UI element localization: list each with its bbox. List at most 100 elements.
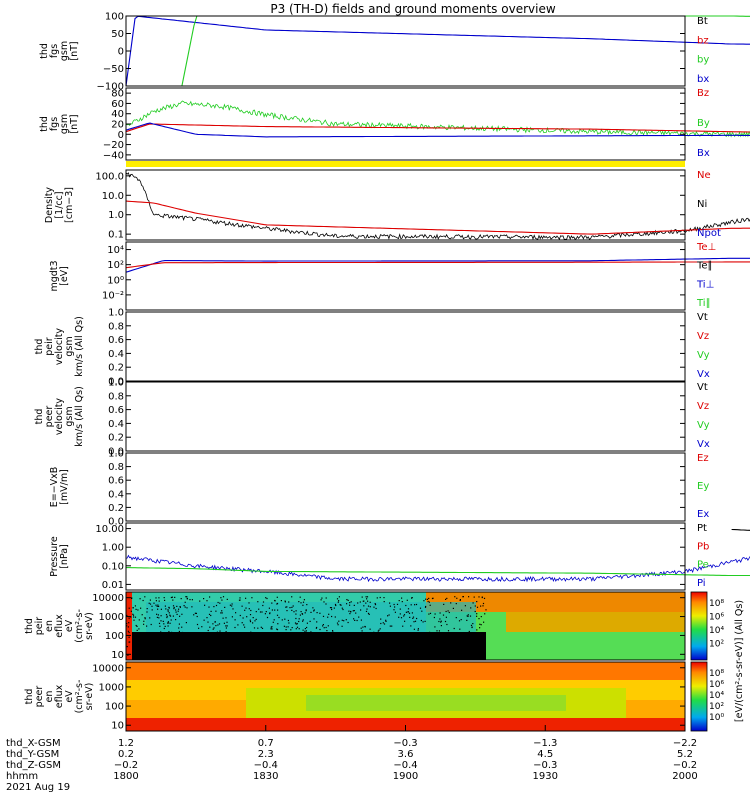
ion-spectrum-speckle xyxy=(291,609,293,611)
ion-spectrum-speckle xyxy=(382,648,384,650)
ion-spectrum-speckle xyxy=(158,600,160,602)
ion-spectrum-speckle xyxy=(446,636,448,638)
ion-spectrum-speckle xyxy=(185,596,187,598)
ion-spectrum-speckle xyxy=(226,598,228,600)
ion-spectrum-speckle xyxy=(153,648,155,651)
ion-spectrum-speckle xyxy=(156,605,158,607)
ion-spectrum-speckle xyxy=(156,644,158,646)
ion-spectrum-speckle xyxy=(348,610,350,612)
ion-spectrum-speckle xyxy=(226,621,228,623)
ion-spectrum-speckle xyxy=(153,602,155,604)
x-tick-label: 4.5 xyxy=(537,749,553,760)
colorbar-1 xyxy=(690,591,708,661)
ion-spectrum-speckle xyxy=(219,647,221,649)
ion-spectrum-speckle xyxy=(261,611,263,613)
ion-spectrum-speckle xyxy=(472,632,474,634)
ion-spectrum-speckle xyxy=(363,605,365,607)
ion-spectrum-speckle xyxy=(138,628,140,630)
x-tick-label: −0.4 xyxy=(254,760,278,771)
ion-spectrum-speckle xyxy=(478,634,480,636)
y-tick-label: 0.8 xyxy=(108,321,124,332)
legend-ti: Ti∥ xyxy=(696,298,711,309)
ion-spectrum-speckle xyxy=(128,641,130,643)
ion-spectrum-speckle xyxy=(270,632,272,634)
ion-spectrum-speckle xyxy=(372,640,375,642)
y-tick-label: 1000 xyxy=(99,612,124,623)
ion-spectrum-speckle xyxy=(237,642,239,644)
legend-vz: Vz xyxy=(697,331,709,342)
ion-spectrum-speckle xyxy=(369,628,371,630)
ion-spectrum-speckle xyxy=(308,641,310,643)
ion-spectrum-speckle xyxy=(332,630,334,632)
ion-spectrum-speckle xyxy=(476,601,478,603)
series-pressure-pi xyxy=(125,554,750,583)
ion-spectrum-speckle xyxy=(459,647,461,649)
ion-spectrum-speckle xyxy=(170,596,172,599)
ion-spectrum-speckle xyxy=(247,651,249,653)
ion-spectrum-speckle xyxy=(239,614,241,617)
ion-spectrum-speckle xyxy=(281,636,283,638)
ion-spectrum-speckle xyxy=(485,609,487,611)
ion-spectrum-speckle xyxy=(223,653,226,655)
ion-spectrum-speckle xyxy=(219,650,221,652)
ion-spectrum-speckle xyxy=(149,603,152,605)
ion-spectrum-speckle xyxy=(397,651,399,653)
ion-spectrum-speckle xyxy=(389,602,391,604)
ion-spectrum-speckle xyxy=(462,653,464,655)
ion-spectrum-speckle xyxy=(365,651,367,653)
ion-spectrum-speckle xyxy=(133,616,135,618)
ion-spectrum-speckle xyxy=(456,597,458,599)
ion-spectrum-speckle xyxy=(168,631,170,633)
ion-spectrum-speckle xyxy=(210,614,212,617)
series-temp-te xyxy=(125,261,750,269)
ion-spectrum-speckle xyxy=(397,655,399,657)
ion-spectrum-speckle xyxy=(249,621,252,623)
x-row-label: thd_X-GSM xyxy=(6,738,61,749)
ion-spectrum-speckle xyxy=(316,652,318,654)
ion-spectrum-speckle xyxy=(412,637,414,639)
ion-spectrum-speckle xyxy=(193,653,195,655)
ion-spectrum-speckle xyxy=(299,596,301,598)
ion-spectrum-speckle xyxy=(351,655,353,657)
colorbar-tick-label: 10⁸ xyxy=(709,669,724,679)
ion-spectrum-speckle xyxy=(287,619,289,622)
ion-spectrum-speckle xyxy=(128,631,130,634)
ion-spectrum-speckle xyxy=(137,609,139,611)
ion-spectrum-speckle xyxy=(158,617,160,619)
y-axis-label: peir xyxy=(44,337,55,356)
ion-spectrum-speckle xyxy=(468,641,470,643)
legend-pt: Pt xyxy=(697,523,707,534)
ion-spectrum-speckle xyxy=(455,603,457,605)
ion-spectrum-speckle xyxy=(244,609,246,611)
ion-spectrum-speckle xyxy=(213,635,215,637)
ion-spectrum-speckle xyxy=(302,629,304,631)
ion-spectrum-speckle xyxy=(249,614,252,616)
ion-spectrum-speckle xyxy=(414,604,416,606)
ion-spectrum-speckle xyxy=(264,637,267,639)
ion-spectrum-speckle xyxy=(441,643,443,645)
ion-spectrum-speckle xyxy=(193,647,195,649)
ion-spectrum-speckle xyxy=(248,608,250,610)
ion-spectrum-speckle xyxy=(369,651,371,653)
ion-spectrum-speckle xyxy=(214,621,216,623)
y-tick-label: 100 xyxy=(105,631,124,642)
panel-frame-bfull xyxy=(125,87,686,161)
ion-spectrum-speckle xyxy=(344,635,346,637)
ion-spectrum-speckle xyxy=(415,638,417,640)
ion-spectrum-speckle xyxy=(381,651,383,653)
ion-spectrum-speckle xyxy=(181,642,183,644)
ion-spectrum-speckle xyxy=(385,620,387,622)
ion-spectrum-speckle xyxy=(219,602,221,604)
ion-spectrum-speckle xyxy=(156,613,158,615)
ion-spectrum-speckle xyxy=(248,602,250,604)
ion-spectrum-speckle xyxy=(257,627,259,629)
ion-spectrum-speckle xyxy=(382,622,384,624)
ion-spectrum-speckle xyxy=(443,632,445,634)
series-bsm-by xyxy=(181,15,750,87)
ion-spectrum-speckle xyxy=(312,607,314,609)
y-tick-label: 0.0 xyxy=(108,377,124,388)
ion-spectrum-speckle xyxy=(241,605,243,607)
ion-spectrum-speckle xyxy=(250,654,253,656)
ion-spectrum-speckle xyxy=(327,625,329,627)
ion-spectrum-speckle xyxy=(149,636,151,638)
